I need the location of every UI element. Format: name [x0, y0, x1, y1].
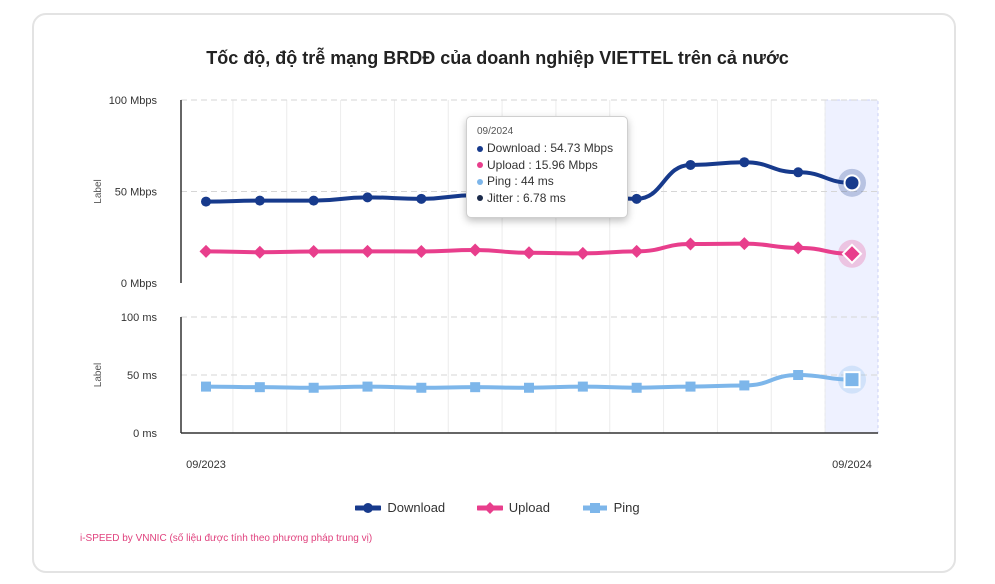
tooltip-period: 09/2024 — [477, 126, 514, 137]
legend-item-download[interactable]: Download — [355, 500, 445, 515]
data-point — [793, 167, 804, 178]
data-point — [631, 193, 642, 204]
legend-item-upload[interactable]: Upload — [476, 500, 550, 515]
data-point — [685, 159, 696, 170]
legend-label: Download — [387, 500, 446, 515]
data-point — [362, 192, 373, 203]
data-point — [685, 381, 696, 392]
data-point — [201, 381, 211, 392]
tooltip-row-upload: Upload : 15.96 Mbps — [477, 157, 617, 174]
circle-marker-icon — [355, 502, 382, 513]
data-point — [307, 245, 321, 259]
data-point — [254, 195, 265, 206]
chart-legend: Download Upload Ping — [0, 500, 995, 517]
y-axis-label: Label — [93, 179, 104, 203]
tooltip-row-jitter: Jitter : 6.78 ms — [477, 190, 617, 207]
data-point — [362, 381, 373, 392]
data-point — [843, 174, 861, 192]
x-tick-label: 09/2024 — [832, 459, 872, 471]
data-point — [361, 244, 374, 258]
panel-1: 100 ms 50 ms 0 ms Label — [93, 312, 878, 440]
x-tick-label: 09/2023 — [186, 459, 226, 471]
data-point — [308, 195, 319, 206]
chart-title: Tốc độ, độ trễ mạng BRDĐ của doanh nghiệ… — [206, 48, 789, 68]
data-point — [522, 246, 536, 260]
diamond-marker-icon — [476, 501, 503, 514]
data-point — [739, 380, 750, 391]
y-tick-label: 0 ms — [133, 428, 157, 440]
data-point — [841, 243, 863, 265]
data-point — [577, 381, 588, 392]
data-point — [470, 382, 481, 393]
data-point — [737, 237, 751, 251]
data-point — [524, 382, 534, 393]
data-point — [791, 241, 805, 255]
dot-icon — [477, 162, 483, 169]
tooltip-row-text: Ping : 44 ms — [487, 174, 554, 188]
data-point — [631, 382, 642, 393]
chart-tooltip: 09/2024 Download : 54.73 Mbps Upload : 1… — [466, 116, 628, 218]
data-point — [793, 370, 804, 380]
data-point — [843, 371, 861, 389]
tooltip-row-text: Download : 54.73 Mbps — [487, 141, 614, 155]
data-point — [253, 245, 267, 259]
data-point — [254, 382, 265, 393]
data-point — [576, 246, 590, 260]
data-point — [739, 157, 750, 168]
dot-icon — [477, 145, 483, 152]
y-tick-label: 0 Mbps — [121, 278, 158, 290]
y-axis-label: Label — [93, 363, 104, 387]
data-point — [201, 196, 211, 207]
data-point — [414, 245, 428, 259]
legend-label: Ping — [613, 500, 640, 515]
tooltip-row-download: Download : 54.73 Mbps — [477, 140, 617, 157]
y-tick-label: 50 Mbps — [115, 187, 158, 199]
data-point — [308, 382, 319, 393]
tooltip-row-text: Upload : 15.96 Mbps — [487, 157, 598, 172]
data-point — [416, 382, 427, 393]
y-tick-label: 50 ms — [127, 370, 157, 382]
data-point — [416, 193, 427, 204]
tooltip-row-text: Jitter : 6.78 ms — [487, 190, 566, 205]
series-upload — [199, 237, 866, 268]
source-note: i-SPEED by VNNIC (số liệu được tính theo… — [80, 533, 373, 544]
tooltip-row-ping: Ping : 44 ms — [477, 173, 617, 190]
series-ping — [201, 365, 866, 394]
legend-item-ping[interactable]: Ping — [582, 500, 640, 515]
data-point — [199, 244, 213, 258]
y-tick-label: 100 Mbps — [109, 95, 158, 107]
data-point — [468, 243, 482, 257]
data-point — [630, 244, 644, 258]
square-marker-icon — [582, 502, 607, 513]
dot-icon — [477, 195, 483, 202]
legend-label: Upload — [508, 500, 550, 515]
dot-icon — [477, 178, 483, 185]
chart-card — [32, 13, 956, 573]
data-point — [684, 237, 697, 251]
y-tick-label: 100 ms — [121, 312, 158, 324]
